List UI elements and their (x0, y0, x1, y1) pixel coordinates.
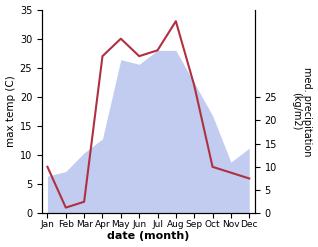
X-axis label: date (month): date (month) (107, 231, 190, 242)
Y-axis label: med. precipitation
(kg/m2): med. precipitation (kg/m2) (291, 67, 313, 156)
Y-axis label: max temp (C): max temp (C) (5, 76, 16, 147)
